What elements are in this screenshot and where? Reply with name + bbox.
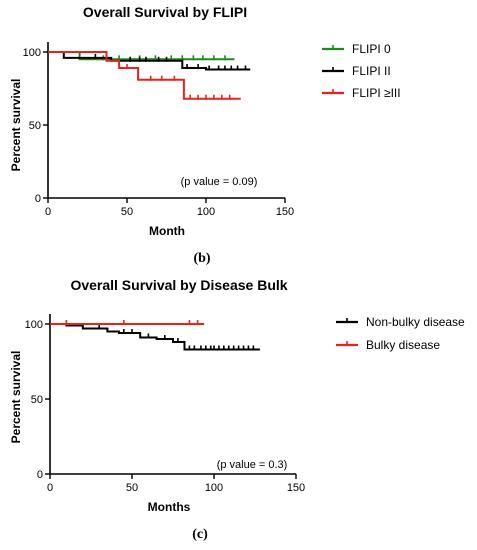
legend-label: FLIPI 0 <box>352 42 391 56</box>
y-axis-label: Percent survival <box>9 79 23 172</box>
x-tick-label: 0 <box>47 482 53 494</box>
y-tick-label: 50 <box>29 120 41 132</box>
curves <box>48 51 251 100</box>
panel-label: (b) <box>193 251 210 266</box>
p-value-annotation: (p value = 0.3) <box>217 459 288 471</box>
y-tick-label: 0 <box>37 469 43 481</box>
x-axis-label: Months <box>148 500 191 514</box>
survival-curve-non-bulky-disease <box>50 323 260 351</box>
x-axis-label: Month <box>149 224 185 238</box>
survival-curve-flipi-ii <box>48 51 251 71</box>
chart-title: Overall Survival by FLIPI <box>83 4 247 20</box>
panel-label: (c) <box>192 527 208 542</box>
legend-label: FLIPI II <box>352 64 391 78</box>
survival-curve-flipi-iii <box>48 51 241 100</box>
legend-label: Bulky disease <box>366 338 440 352</box>
x-tick-label: 50 <box>126 482 138 494</box>
axes: 0 50 100 150 0 50 100 <box>25 314 305 494</box>
y-axis-label: Percent survival <box>9 351 23 444</box>
y-tick-label: 50 <box>31 394 43 406</box>
legend: FLIPI 0 FLIPI II FLIPI ≥III <box>322 42 401 100</box>
x-tick-label: 100 <box>197 206 215 218</box>
legend-label: FLIPI ≥III <box>352 86 401 100</box>
curves <box>50 320 260 351</box>
p-value-annotation: (p value = 0.09) <box>181 176 258 188</box>
x-tick-label: 150 <box>287 482 305 494</box>
y-tick-label: 0 <box>35 193 41 205</box>
x-tick-label: 0 <box>45 206 51 218</box>
x-tick-label: 50 <box>121 206 133 218</box>
survival-chart-flipi: Overall Survival by FLIPI Percent surviv… <box>9 4 401 266</box>
legend: Non-bulky disease Bulky disease <box>336 315 465 352</box>
y-tick-label: 100 <box>23 47 41 59</box>
x-tick-label: 100 <box>205 482 223 494</box>
axes: 0 50 100 150 0 50 100 <box>23 42 294 218</box>
survival-chart-disease-bulk: Overall Survival by Disease Bulk Percent… <box>9 277 465 542</box>
chart-title: Overall Survival by Disease Bulk <box>70 277 287 293</box>
legend-label: Non-bulky disease <box>366 315 465 329</box>
x-tick-label: 150 <box>276 206 294 218</box>
y-tick-label: 100 <box>25 319 43 331</box>
